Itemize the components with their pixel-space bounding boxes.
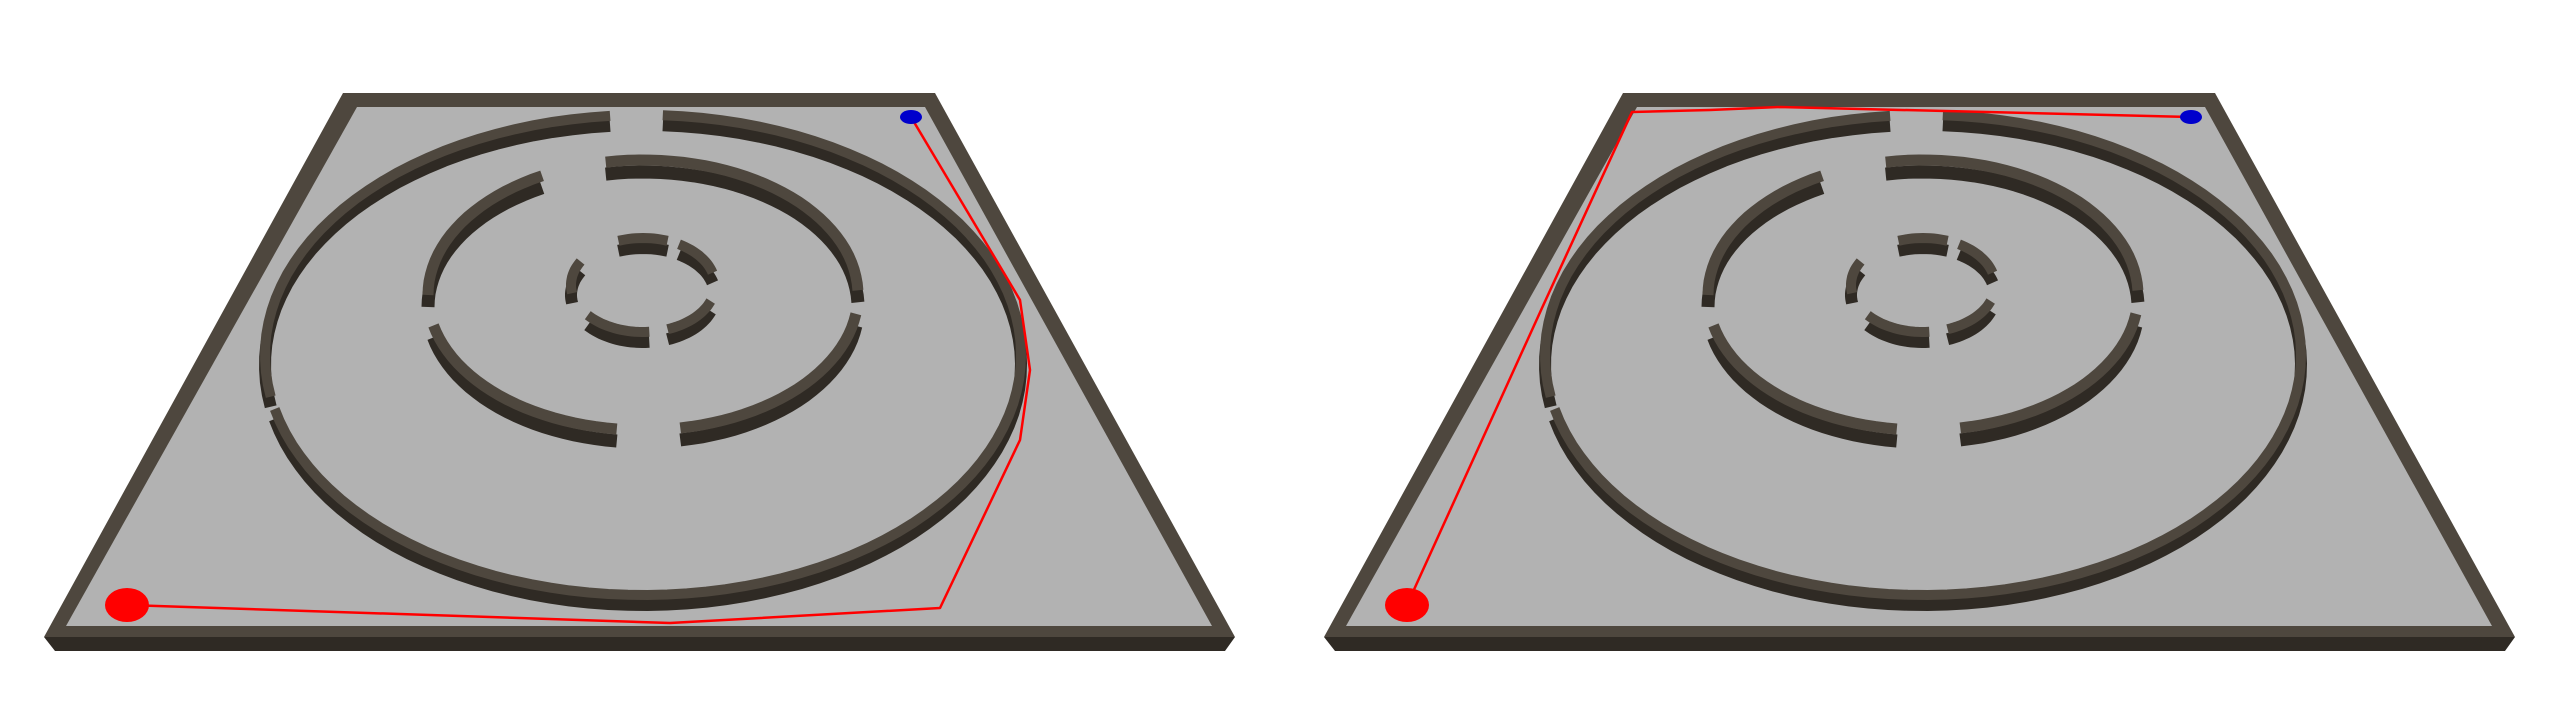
wall-segment: [1897, 232, 1949, 246]
maze-ring-2: [1701, 154, 2145, 448]
left-panel: [44, 93, 1235, 651]
wall-segment: [677, 239, 718, 275]
start-marker: [1385, 588, 1429, 622]
maze-ring-1: [259, 110, 1028, 612]
wall-side: [1959, 324, 2143, 447]
goal-marker: [2180, 110, 2202, 124]
wall-segment: [1846, 258, 1865, 295]
wall-segment: [1957, 239, 1998, 275]
maze-ring-3: [565, 232, 719, 348]
solution-path: [126, 116, 1032, 625]
right-panel: [1324, 93, 2515, 651]
wall-side: [617, 241, 669, 257]
wall-segment: [617, 232, 669, 246]
wall-side: [1864, 320, 1930, 348]
wall-segment: [1946, 298, 1995, 335]
wall-segment: [428, 323, 618, 435]
wall-side: [1897, 241, 1949, 257]
wall-segment: [260, 110, 611, 398]
wall-segment: [270, 110, 1027, 601]
wall-segment: [1540, 110, 1891, 398]
wall-segment: [666, 298, 715, 335]
wall-side: [676, 248, 719, 286]
wall-side: [679, 324, 863, 447]
wall-side: [269, 119, 1028, 612]
wall-segment: [1864, 311, 1930, 337]
start-marker: [105, 588, 149, 622]
frame-bottom-edge: [1324, 637, 2515, 651]
wall-segment: [605, 154, 864, 291]
wall-side: [584, 320, 650, 348]
wall-segment: [584, 311, 650, 337]
wall-segment: [1959, 312, 2142, 434]
wall-side: [1956, 248, 1999, 286]
goal-marker: [900, 110, 922, 124]
wall-side: [1707, 334, 1898, 448]
wall-segment: [566, 258, 585, 295]
solution-path: [1405, 105, 2192, 606]
maze-ring-1: [1539, 110, 2308, 612]
wall-side: [666, 307, 716, 346]
maze-ring-2: [421, 154, 865, 448]
wall-side: [427, 334, 618, 448]
maze-floor: [66, 107, 1212, 626]
wall-segment: [679, 312, 862, 434]
maze-ring-3: [1845, 232, 1999, 348]
wall-segment: [1708, 323, 1898, 435]
wall-side: [1549, 119, 2308, 612]
wall-segment: [1885, 154, 2144, 291]
wall-segment: [422, 170, 544, 296]
wall-segment: [1702, 170, 1824, 296]
wall-segment: [1550, 110, 2307, 601]
frame-bottom-edge: [44, 637, 1235, 651]
wall-side: [1946, 307, 1996, 346]
maze-floor: [1346, 107, 2492, 626]
